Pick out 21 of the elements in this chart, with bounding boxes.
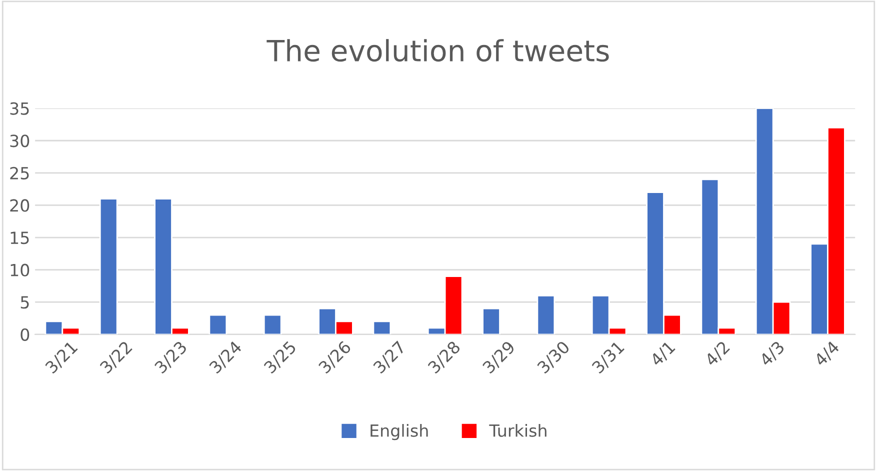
x-tick-label: 4/2 xyxy=(704,340,732,368)
y-tick-label: 20 xyxy=(10,199,30,212)
legend-label: Turkish xyxy=(489,424,546,437)
x-tick-label: 4/4 xyxy=(813,340,841,368)
y-tick-label: 10 xyxy=(10,264,30,276)
chart-title: The evolution of tweets xyxy=(266,39,609,62)
y-tick-label: 25 xyxy=(10,166,29,180)
x-tick-label: 4/3 xyxy=(758,340,786,368)
y-tick-label: 5 xyxy=(20,296,29,309)
bar xyxy=(536,294,556,334)
bar xyxy=(263,314,282,334)
bar xyxy=(372,320,392,334)
bar xyxy=(208,314,228,334)
y-tick-label: 15 xyxy=(10,232,29,244)
bar xyxy=(482,308,500,334)
legend-label: English xyxy=(370,424,428,440)
y-tick-label: 30 xyxy=(10,134,30,148)
y-tick-label: 35 xyxy=(10,102,29,115)
x-tick-label: 4/1 xyxy=(649,340,676,368)
bar xyxy=(99,198,118,334)
y-tick-label: 0 xyxy=(20,328,30,341)
